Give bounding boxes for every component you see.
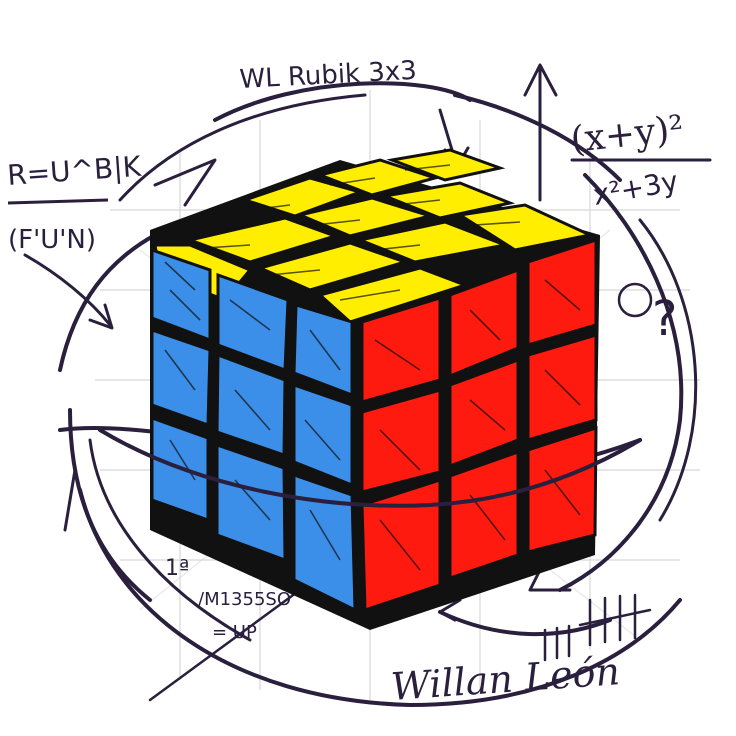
artist-signature: Willan León [390, 649, 622, 709]
formula-under: x²+3y [590, 165, 680, 212]
question-mark: ? [652, 291, 677, 347]
scribble-circle [617, 282, 653, 318]
formula-top-right: (x+y)² [569, 108, 686, 161]
cube-top-face [153, 148, 595, 324]
formula-divider [7, 198, 109, 205]
note-bottom-left-3: = UP [212, 622, 257, 643]
cube-right-face [360, 237, 598, 613]
front-ring-stroke [98, 428, 642, 508]
formula-left-top: R=U^B|K [6, 150, 142, 192]
cube-left-face [150, 247, 357, 613]
note-bottom-left-2: /M1355SO [198, 589, 291, 610]
sketch-title: WL Rubik 3x3 [239, 56, 418, 95]
note-bottom-left-1: 1ª [165, 556, 189, 581]
rubik-cube [150, 148, 600, 630]
cube-brush-texture [164, 164, 581, 571]
formula-left-bottom: (F'U'N) [8, 225, 96, 255]
